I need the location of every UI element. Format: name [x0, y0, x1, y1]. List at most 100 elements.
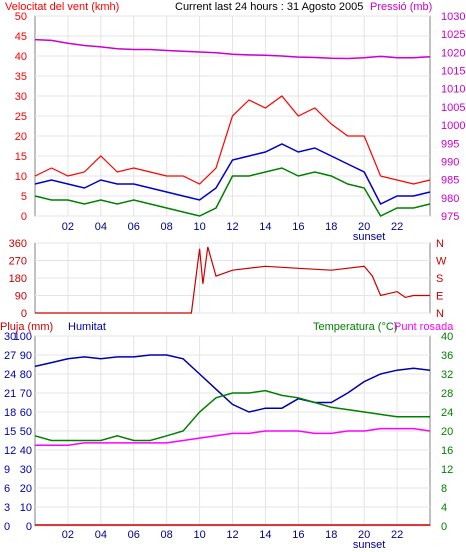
wind-y-tick: 0 — [21, 211, 27, 223]
sunset-label-bottom: sunset — [353, 539, 385, 551]
humidity-panel-x-tick: 10 — [193, 529, 205, 541]
rain-y-tick: 6 — [4, 483, 10, 495]
pressure-y-tick: 1015 — [441, 66, 465, 78]
humidity-y-tick: 100 — [14, 331, 32, 343]
wind-panel-x-tick: 12 — [226, 221, 238, 233]
wind-axis-title: Velocitat del vent (kmh) — [5, 1, 119, 13]
rain-y-tick: 27 — [4, 350, 16, 362]
direction-deg-tick: 90 — [15, 291, 27, 303]
temperature-y-tick: 16 — [441, 445, 453, 457]
humidity-panel-x-tick: 02 — [62, 529, 74, 541]
rain-y-tick: 30 — [4, 331, 16, 343]
temperature-y-tick: 4 — [441, 502, 447, 514]
humidity-panel-x-tick: 14 — [259, 529, 271, 541]
direction-compass-tick: E — [436, 291, 443, 303]
pressure-y-tick: 1020 — [441, 47, 465, 59]
pressure-y-tick: 1000 — [441, 120, 465, 132]
wind-y-tick: 40 — [15, 51, 27, 63]
humidity-panel-x-tick: 06 — [128, 529, 140, 541]
wind-panel-x-tick: 06 — [128, 221, 140, 233]
wind-panel-x-tick: 10 — [193, 221, 205, 233]
direction-compass-tick: W — [436, 256, 447, 268]
temperature-y-tick: 8 — [441, 483, 447, 495]
temperature-y-tick: 36 — [441, 350, 453, 362]
direction-compass-tick: N — [436, 308, 444, 320]
wind-y-tick: 35 — [15, 71, 27, 83]
humidity-y-tick: 40 — [20, 445, 32, 457]
humidity-panel-x-tick: 20 — [358, 529, 370, 541]
wind-y-tick: 30 — [15, 91, 27, 103]
wind-panel-x-tick: 04 — [95, 221, 107, 233]
wind-panel-x-tick: 22 — [391, 221, 403, 233]
wind-panel-x-tick: 18 — [325, 221, 337, 233]
temperature-y-tick: 12 — [441, 464, 453, 476]
wind-gust-line — [34, 95, 431, 185]
chart-title: Current last 24 hours : 31 Agosto 2005 — [175, 1, 363, 13]
rain-y-tick: 21 — [4, 388, 16, 400]
humidity-y-tick: 60 — [20, 407, 32, 419]
temperature-axis-title: Temperatura (°C) — [313, 321, 397, 333]
humidity-y-tick: 20 — [20, 483, 32, 495]
pressure-y-tick: 985 — [441, 175, 459, 187]
direction-deg-tick: 0 — [21, 308, 27, 320]
dew-point-axis-title: Punt rosada — [394, 321, 454, 333]
pressure-y-tick: 1010 — [441, 84, 465, 96]
direction-compass-tick: N — [436, 238, 444, 250]
pressure-y-tick: 995 — [441, 138, 459, 150]
wind-direction-line — [35, 246, 430, 314]
temperature-y-tick: 24 — [441, 407, 453, 419]
humidity-y-tick: 70 — [20, 388, 32, 400]
pressure-axis-title: Pressió (mb) — [370, 1, 432, 13]
humidity-y-tick: 90 — [20, 350, 32, 362]
temperature-line — [34, 389, 430, 442]
rain-y-tick: 24 — [4, 369, 16, 381]
wind-pressure-panel: 0510152025303540455097598098599099510001… — [15, 11, 466, 243]
wind-y-tick: 50 — [15, 11, 27, 23]
wind-y-tick: 45 — [15, 31, 27, 43]
wind-y-tick: 5 — [21, 191, 27, 203]
dew-point-line — [35, 427, 431, 447]
humidity-panel-x-tick: 18 — [325, 529, 337, 541]
direction-deg-tick: 180 — [9, 273, 27, 285]
pressure-y-tick: 1030 — [441, 11, 465, 23]
humidity-y-tick: 50 — [20, 426, 32, 438]
rain-axis-title: Pluja (mm) — [0, 321, 53, 333]
wind-panel-x-tick: 08 — [161, 221, 173, 233]
rain-y-tick: 15 — [4, 426, 16, 438]
pressure-y-tick: 1005 — [441, 102, 465, 114]
rain-y-tick: 9 — [4, 464, 10, 476]
wind-panel-x-tick: 02 — [62, 221, 74, 233]
pressure-y-tick: 1025 — [441, 29, 465, 41]
direction-compass-tick: S — [436, 273, 443, 285]
humidity-y-tick: 10 — [20, 502, 32, 514]
temperature-y-tick: 28 — [441, 388, 453, 400]
humidity-panel-x-tick: 08 — [161, 529, 173, 541]
wind-y-tick: 20 — [15, 131, 27, 143]
sunset-label: sunset — [353, 231, 385, 243]
wind-avg-line — [34, 143, 431, 205]
direction-deg-tick: 360 — [9, 238, 27, 250]
humidity-line — [34, 354, 431, 413]
humidity-panel-x-tick: 16 — [292, 529, 304, 541]
pressure-y-tick: 980 — [441, 193, 459, 205]
temperature-y-tick: 20 — [441, 426, 453, 438]
temperature-y-tick: 32 — [441, 369, 453, 381]
wind-y-tick: 25 — [15, 111, 27, 123]
temperature-y-tick: 0 — [441, 521, 447, 533]
rain-y-tick: 18 — [4, 407, 16, 419]
humidity-y-tick: 80 — [20, 369, 32, 381]
rain-y-tick: 0 — [4, 521, 10, 533]
humidity-panel-x-tick: 22 — [391, 529, 403, 541]
wind-panel-x-tick: 20 — [358, 221, 370, 233]
wind-panel-x-tick: 14 — [259, 221, 271, 233]
wind-panel-x-tick: 16 — [292, 221, 304, 233]
rain-y-tick: 12 — [4, 445, 16, 457]
pressure-y-tick: 975 — [441, 211, 459, 223]
temperature-y-tick: 40 — [441, 331, 453, 343]
humidity-y-tick: 30 — [20, 464, 32, 476]
humidity-axis-title: Humitat — [68, 321, 106, 333]
pressure-line — [34, 38, 431, 60]
humidity-panel-x-tick: 04 — [95, 529, 107, 541]
